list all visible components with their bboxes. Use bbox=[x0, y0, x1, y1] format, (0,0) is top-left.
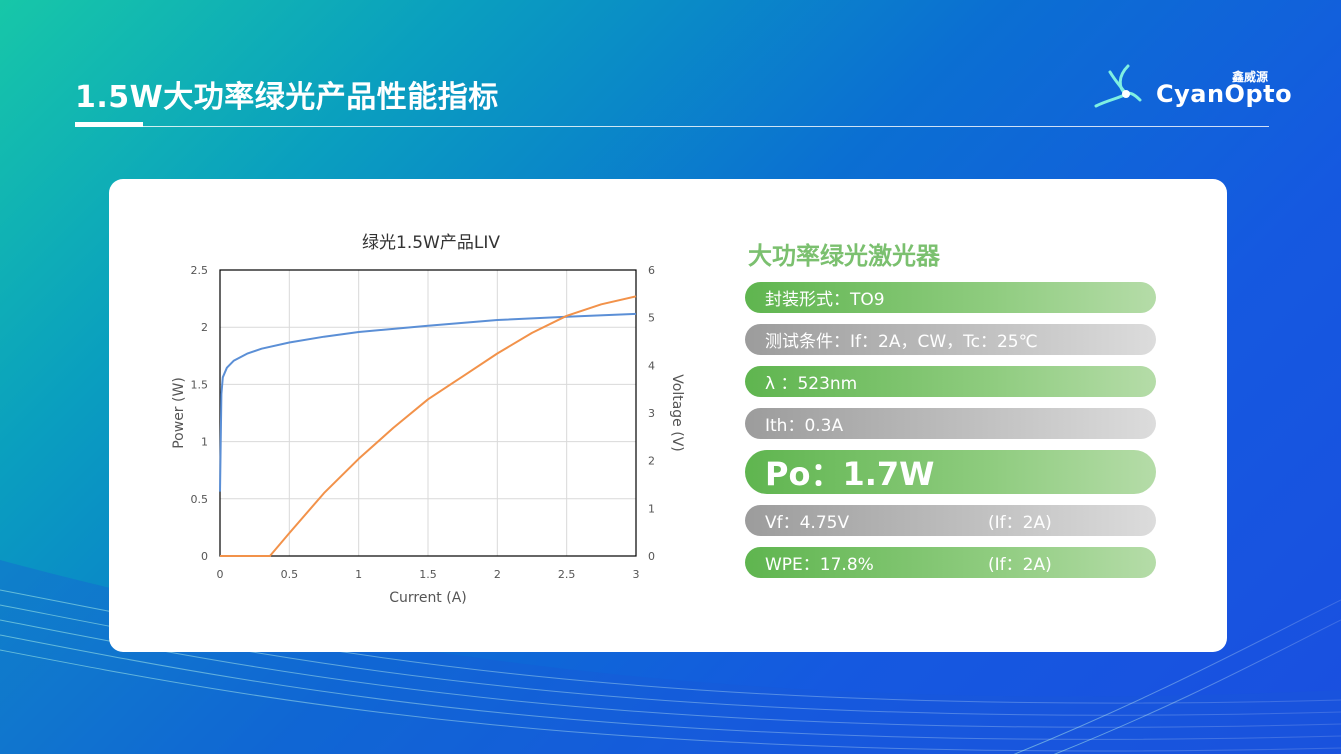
x-tick-label: 0.5 bbox=[281, 568, 299, 581]
spec-forward-voltage-condition: (If：2A) bbox=[988, 513, 1052, 533]
title-underline bbox=[75, 122, 143, 127]
title-divider bbox=[75, 126, 1269, 127]
spec-output-power-text: Po：1.7W bbox=[765, 455, 935, 493]
y-tick-label: 0.5 bbox=[191, 493, 209, 506]
y-tick-label: 1.5 bbox=[191, 378, 209, 391]
spec-package: 封装形式：TO9 bbox=[745, 282, 1156, 313]
spec-wpe-condition: (If：2A) bbox=[988, 555, 1052, 575]
x-tick-label: 3 bbox=[633, 568, 640, 581]
spec-conditions-text: 测试条件：If：2A，CW，Tc：25℃ bbox=[765, 332, 1038, 352]
chart-title: 绿光1.5W产品LIV bbox=[362, 233, 500, 253]
y-tick-label: 2 bbox=[201, 321, 208, 334]
x-tick-label: 1.5 bbox=[419, 568, 437, 581]
spec-wavelength: λ ：523nm bbox=[745, 366, 1156, 397]
spec-forward-voltage-text: Vf：4.75V bbox=[765, 513, 850, 533]
spec-wpe: WPE：17.8% (If：2A) bbox=[745, 547, 1156, 578]
spec-threshold-text: Ith：0.3A bbox=[765, 416, 844, 436]
power-series-line bbox=[220, 295, 637, 557]
x-tick-label: 2.5 bbox=[558, 568, 576, 581]
spec-wavelength-text: λ ：523nm bbox=[765, 374, 858, 394]
spec-conditions: 测试条件：If：2A，CW，Tc：25℃ bbox=[745, 324, 1156, 355]
y2-tick-label: 1 bbox=[648, 502, 655, 515]
spec-wpe-text: WPE：17.8% bbox=[765, 555, 874, 575]
y2-tick-label: 5 bbox=[648, 312, 655, 325]
x-tick-label: 1 bbox=[355, 568, 362, 581]
x-axis-label: Current (A) bbox=[389, 590, 467, 606]
spec-forward-voltage: Vf：4.75V (If：2A) bbox=[745, 505, 1156, 536]
y2-tick-label: 4 bbox=[648, 359, 655, 372]
y-axis-label: Power (W) bbox=[171, 377, 187, 449]
y2-tick-label: 6 bbox=[648, 264, 655, 277]
y2-tick-label: 0 bbox=[648, 550, 655, 563]
logo-brand-text: CyanOpto bbox=[1156, 80, 1293, 108]
y-tick-label: 2.5 bbox=[191, 264, 209, 277]
liv-chart: 绿光1.5W产品LIV Current (A) Power (W) Voltag… bbox=[171, 233, 685, 606]
y-tick-label: 1 bbox=[201, 436, 208, 449]
x-tick-label: 2 bbox=[494, 568, 501, 581]
x-tick-label: 0 bbox=[217, 568, 224, 581]
spec-threshold: Ith：0.3A bbox=[745, 408, 1156, 439]
y-tick-label: 0 bbox=[201, 550, 208, 563]
logo-chinese-text: 鑫威源 bbox=[1232, 70, 1269, 84]
page-title: 1.5W大功率绿光产品性能指标 bbox=[75, 80, 499, 115]
logo-icon bbox=[1094, 64, 1142, 108]
y2-tick-label: 3 bbox=[648, 407, 655, 420]
spec-title: 大功率绿光激光器 bbox=[748, 242, 940, 270]
plot-frame bbox=[219, 269, 637, 557]
y2-axis-label: Voltage (V) bbox=[669, 374, 685, 451]
voltage-series-line bbox=[219, 312, 637, 492]
spec-output-power: Po：1.7W bbox=[745, 450, 1156, 494]
y2-tick-label: 2 bbox=[648, 455, 655, 468]
spec-package-text: 封装形式：TO9 bbox=[765, 290, 885, 310]
